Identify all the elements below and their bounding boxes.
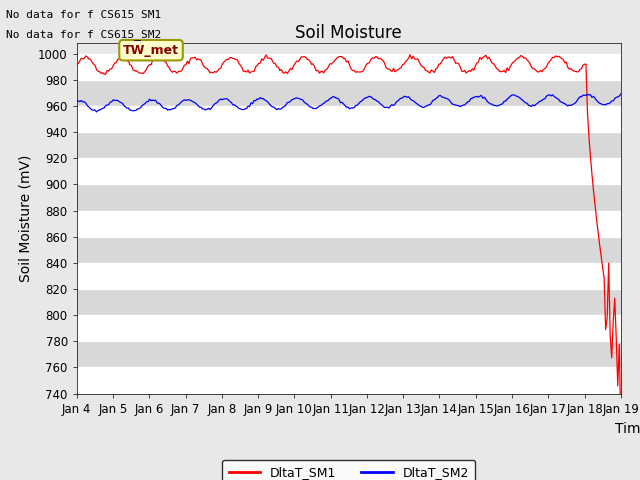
Bar <box>77 237 621 263</box>
Bar <box>77 132 621 158</box>
Title: Soil Moisture: Soil Moisture <box>296 24 402 42</box>
Text: No data for f CS615 SM1: No data for f CS615 SM1 <box>6 10 162 20</box>
Bar <box>77 54 621 80</box>
Legend: DltaT_SM1, DltaT_SM2: DltaT_SM1, DltaT_SM2 <box>223 460 475 480</box>
X-axis label: Time: Time <box>614 421 640 436</box>
Text: No data for f CS615_SM2: No data for f CS615_SM2 <box>6 29 162 40</box>
Bar <box>77 80 621 106</box>
Bar <box>77 315 621 341</box>
Bar <box>77 211 621 237</box>
Bar <box>77 289 621 315</box>
Bar <box>77 263 621 289</box>
Bar <box>77 184 621 211</box>
Bar <box>77 158 621 184</box>
Text: TW_met: TW_met <box>123 44 179 57</box>
Bar <box>77 368 621 394</box>
Bar <box>77 106 621 132</box>
Bar <box>77 341 621 368</box>
Y-axis label: Soil Moisture (mV): Soil Moisture (mV) <box>19 155 33 282</box>
